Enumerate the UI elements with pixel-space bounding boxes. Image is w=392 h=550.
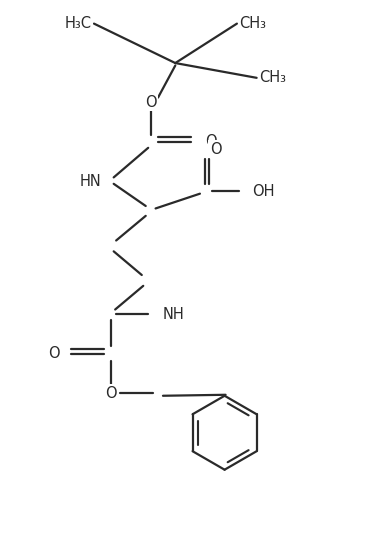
Text: O: O xyxy=(205,134,216,150)
Text: O: O xyxy=(145,95,156,110)
Text: OH: OH xyxy=(252,184,274,199)
Text: HN: HN xyxy=(80,174,102,189)
Text: CH₃: CH₃ xyxy=(259,70,286,85)
Text: O: O xyxy=(105,386,117,401)
Text: O: O xyxy=(48,346,60,361)
Text: CH₃: CH₃ xyxy=(240,16,267,31)
Text: NH: NH xyxy=(163,307,185,322)
Text: H₃C: H₃C xyxy=(65,16,91,31)
Text: O: O xyxy=(210,142,221,157)
